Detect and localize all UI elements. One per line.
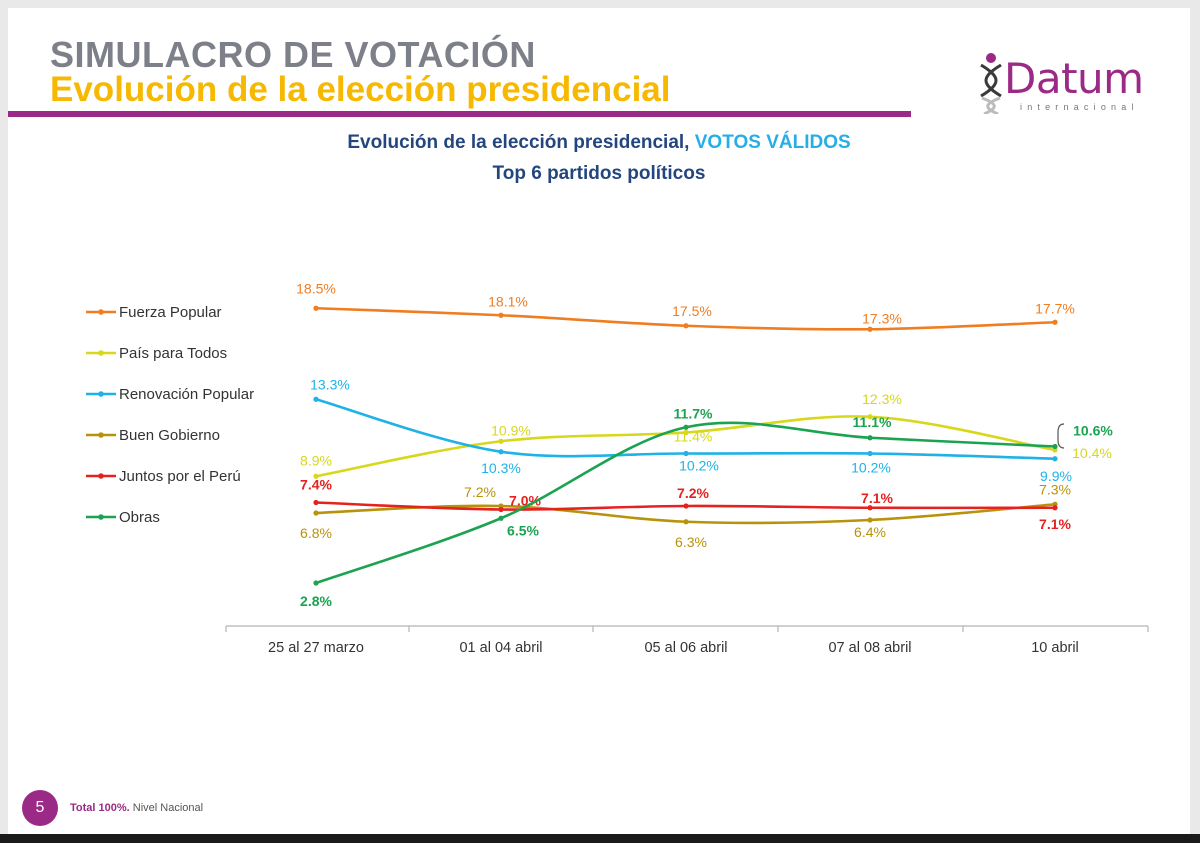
data-label-pais-para-todos: 10.4%: [1072, 445, 1112, 461]
line-chart: 25 al 27 marzo 01 al 04 abril 05 al 06 abr…: [86, 280, 1149, 656]
data-point-fuerza-popular: [1052, 319, 1058, 325]
data-point-renovacion-popular: [1052, 456, 1058, 462]
title-underline: [8, 111, 911, 117]
data-label-obras: 11.1%: [853, 414, 892, 430]
footer-note: Total 100%. Nivel Nacional: [70, 802, 203, 814]
data-label-renovacion-popular: 10.3%: [481, 460, 521, 476]
x-tick-label: 07 al 08 abril: [828, 640, 911, 656]
data-label-buen-gobierno: 6.3%: [675, 534, 707, 550]
data-label-buen-gobierno: 6.4%: [854, 524, 886, 540]
chart-title-highlight: VOTOS VÁLIDOS: [694, 132, 851, 153]
data-point-buen-gobierno: [313, 510, 319, 516]
x-tick-label: 25 al 27 marzo: [268, 640, 364, 656]
data-point-fuerza-popular: [313, 305, 319, 311]
legend-marker-fuerza-popular: [98, 309, 104, 315]
data-point-obras: [867, 435, 873, 441]
legend-marker-buen-gobierno: [98, 432, 104, 438]
data-label-buen-gobierno: 6.8%: [300, 525, 332, 541]
last-point-bracket: [1057, 423, 1065, 449]
page-number: 5: [22, 790, 58, 826]
data-label-obras: 2.8%: [300, 593, 332, 609]
data-label-pais-para-todos: 12.3%: [862, 391, 902, 407]
logo-subtext: internacional: [1020, 102, 1139, 112]
data-point-buen-gobierno: [867, 517, 873, 523]
data-point-juntos-por-el-peru: [867, 505, 873, 511]
legend-label-pais-para-todos: País para Todos: [119, 345, 227, 362]
legend-label-juntos-por-el-peru: Juntos por el Perú: [119, 468, 241, 485]
data-label-fuerza-popular: 18.5%: [296, 280, 336, 296]
data-label-obras: 11.7%: [674, 405, 713, 421]
data-label-renovacion-popular: 9.9%: [1040, 468, 1072, 484]
data-point-renovacion-popular: [313, 396, 319, 402]
legend-label-renovacion-popular: Renovación Popular: [119, 386, 254, 403]
data-point-obras: [313, 580, 319, 586]
data-point-renovacion-popular: [867, 450, 873, 457]
x-tick-label: 01 al 04 abril: [459, 640, 542, 656]
dna-person-icon: [980, 53, 1002, 114]
data-point-obras: [683, 424, 689, 430]
data-point-juntos-por-el-peru: [1052, 505, 1058, 511]
data-label-pais-para-todos: 8.9%: [300, 452, 332, 468]
slide-subtitle: Evolución de la elección presidencial: [50, 70, 671, 109]
data-label-juntos-por-el-peru: 7.4%: [300, 477, 332, 493]
slide: SIMULACRO DE VOTACIÓN Evolución de la el…: [8, 8, 1190, 834]
data-point-juntos-por-el-peru: [498, 506, 504, 513]
footer-scope: Nivel Nacional: [132, 802, 204, 814]
data-label-pais-para-todos: 10.9%: [491, 422, 531, 438]
data-label-renovacion-popular: 10.2%: [851, 460, 891, 476]
chart-subtitle: Top 6 partidos políticos: [492, 163, 706, 184]
data-label-juntos-por-el-peru: 7.0%: [509, 493, 541, 509]
slide-title: SIMULACRO DE VOTACIÓN: [50, 34, 536, 75]
screen-bottom-bar: [0, 834, 1200, 843]
data-label-juntos-por-el-peru: 7.1%: [1039, 516, 1071, 532]
data-label-obras: 10.6%: [1073, 423, 1113, 439]
data-label-fuerza-popular: 17.5%: [672, 303, 712, 319]
data-point-obras: [498, 515, 504, 521]
data-label-renovacion-popular: 10.2%: [679, 458, 719, 474]
data-point-pais-para-todos: [683, 429, 689, 436]
footer-total: Total 100%.: [70, 802, 130, 814]
logo-wordmark: Datum: [1004, 54, 1144, 103]
data-point-juntos-por-el-peru: [313, 499, 319, 506]
data-point-renovacion-popular: [683, 450, 689, 457]
series-line-obras: [314, 421, 1057, 585]
data-point-fuerza-popular: [498, 312, 504, 318]
legend-marker-pais-para-todos: [98, 350, 104, 356]
chart-title: Evolución de la elección presidencial, V…: [8, 132, 1190, 154]
data-point-fuerza-popular: [867, 326, 873, 332]
legend-marker-juntos-por-el-peru: [98, 473, 104, 479]
data-point-renovacion-popular: [498, 449, 504, 455]
data-label-fuerza-popular: 18.1%: [488, 293, 528, 309]
x-tick-label: 05 al 06 abril: [644, 640, 727, 656]
legend-label-obras: Obras: [119, 509, 160, 526]
legend-label-buen-gobierno: Buen Gobierno: [119, 427, 220, 444]
data-label-buen-gobierno: 7.2%: [464, 484, 496, 500]
legend-marker-obras: [98, 514, 104, 520]
data-label-obras: 6.5%: [507, 522, 539, 538]
data-point-juntos-por-el-peru: [683, 503, 689, 509]
data-label-juntos-por-el-peru: 7.2%: [677, 485, 709, 501]
legend-label-fuerza-popular: Fuerza Popular: [119, 304, 222, 321]
legend-marker-renovacion-popular: [98, 391, 104, 397]
data-point-buen-gobierno: [683, 519, 689, 525]
data-point-pais-para-todos: [867, 414, 873, 420]
datum-logo: Datum internacional: [976, 48, 1176, 118]
data-point-fuerza-popular: [683, 323, 689, 329]
data-label-fuerza-popular: 17.7%: [1035, 300, 1075, 316]
data-label-pais-para-todos: 11.4%: [674, 429, 713, 445]
x-tick-label: 10 abril: [1031, 640, 1079, 656]
data-label-juntos-por-el-peru: 7.1%: [861, 490, 893, 506]
data-point-obras: [1052, 443, 1058, 450]
data-point-pais-para-todos: [313, 473, 319, 479]
chart-title-main: Evolución de la elección presidencial,: [347, 132, 690, 153]
data-point-pais-para-todos: [498, 438, 504, 444]
data-label-renovacion-popular: 13.3%: [310, 376, 350, 392]
data-label-buen-gobierno: 7.3%: [1039, 481, 1071, 497]
data-label-fuerza-popular: 17.3%: [862, 310, 902, 326]
